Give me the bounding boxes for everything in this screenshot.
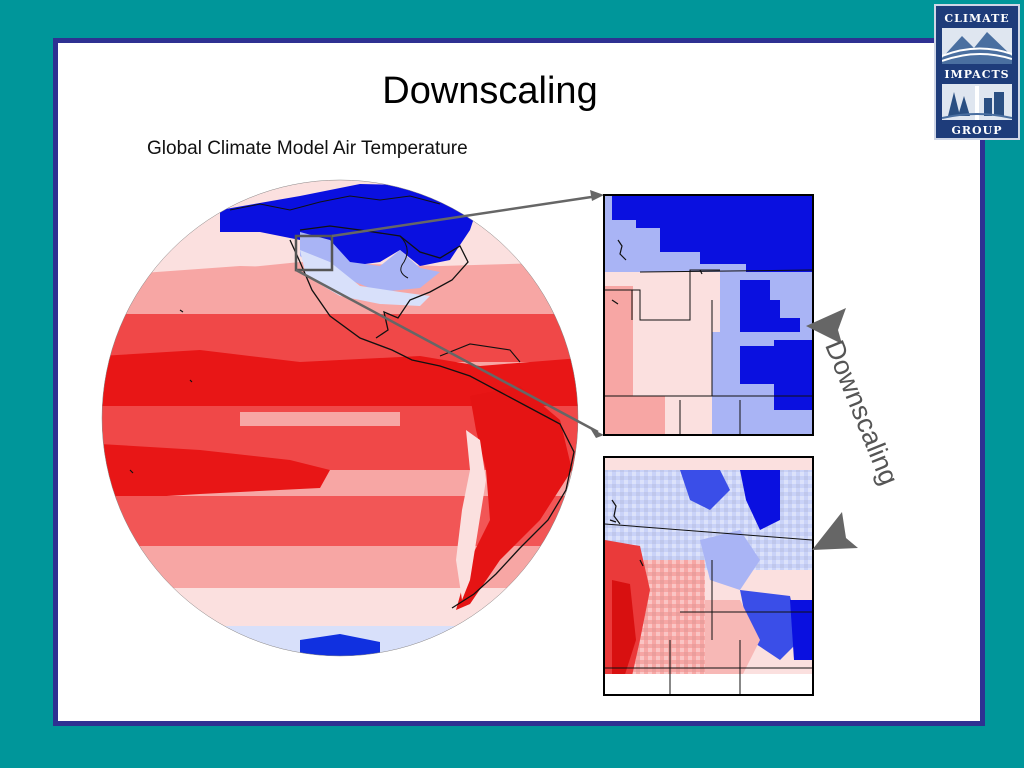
downscaled-inset-border [603,456,814,696]
mountains-icon [942,28,1012,64]
cycle-arrow-top-icon [806,308,846,344]
forest-and-city-icon [942,84,1012,120]
slide-title: Downscaling [382,70,598,112]
logo-word-climate: CLIMATE [944,12,1010,25]
globe-title: Global Climate Model Air Temperature [147,138,468,159]
globe-outline [101,179,579,657]
cycle-arrow-bottom-icon [812,512,858,550]
logo-word-group: GROUP [951,124,1003,137]
downscaled-inset [605,458,812,694]
zoom-region-box [294,234,334,272]
zoom-line-bottom [295,268,599,434]
logo-word-impacts: IMPACTS [944,68,1010,81]
coarse-gcm-inset [605,196,812,434]
coarse-inset-border [603,194,814,436]
globe-temperature-map [102,180,578,656]
climate-impacts-group-logo: CLIMATE IMPACTS GROUP [934,4,1020,140]
zoom-line-top [331,194,599,238]
